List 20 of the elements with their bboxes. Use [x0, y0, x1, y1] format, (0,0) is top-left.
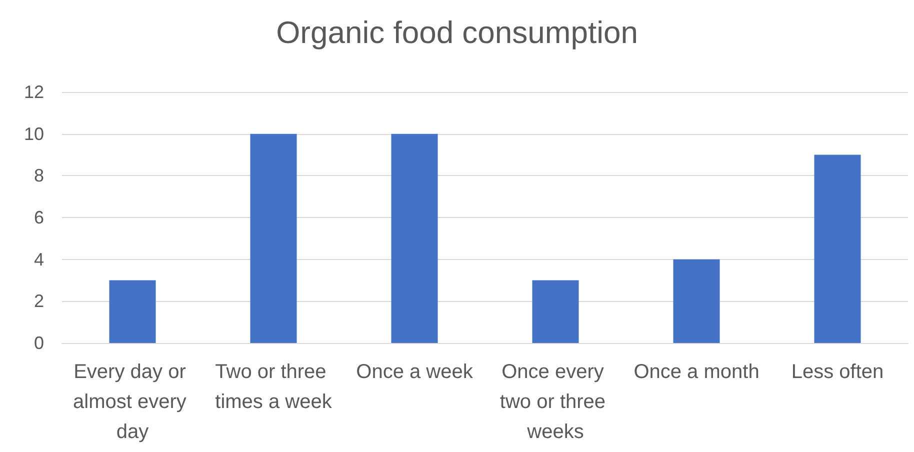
- x-tick-label: Two or three times a week: [215, 361, 333, 413]
- y-tick-label: 8: [34, 166, 44, 186]
- x-tick-label: Less often: [791, 361, 884, 383]
- bar: [673, 259, 720, 343]
- bar: [532, 280, 579, 343]
- bar: [391, 134, 438, 343]
- bar: [109, 280, 156, 343]
- x-tick-label: Once a week: [356, 361, 474, 383]
- y-tick-label: 12: [24, 82, 44, 102]
- chart-title: Organic food consumption: [276, 15, 638, 50]
- bar: [250, 134, 297, 343]
- y-tick-label: 4: [34, 249, 44, 270]
- x-tick-label: Once a month: [634, 361, 760, 383]
- y-tick-label: 6: [34, 208, 44, 228]
- bar: [814, 154, 861, 343]
- y-tick-label: 10: [24, 124, 44, 144]
- x-tick-label: Every day or almost every day: [73, 361, 192, 443]
- y-tick-label: 0: [34, 333, 44, 353]
- x-tick-label: Once every two or three weeks: [500, 361, 612, 443]
- y-tick-label: 2: [34, 291, 44, 312]
